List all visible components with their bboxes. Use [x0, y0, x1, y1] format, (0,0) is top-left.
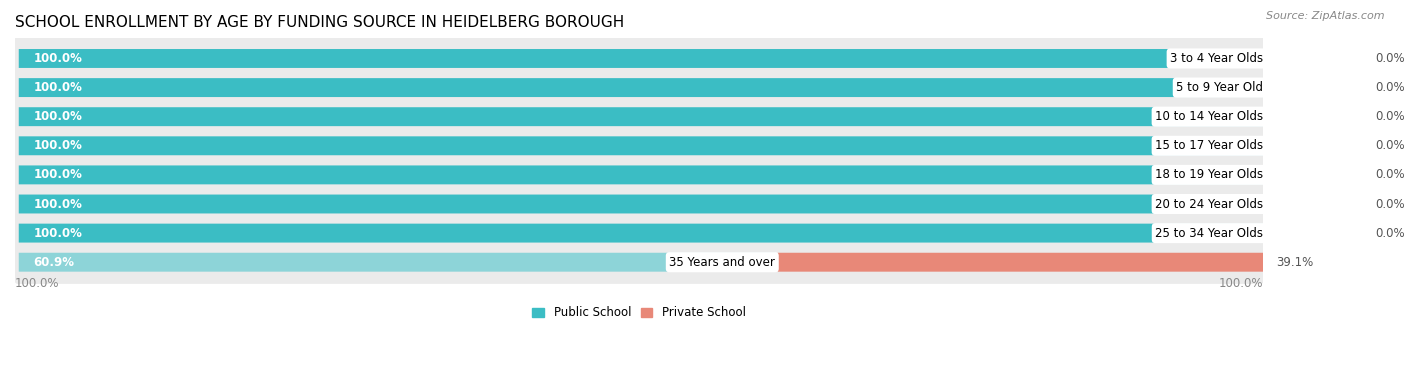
- FancyBboxPatch shape: [14, 241, 1264, 284]
- Legend: Public School, Private School: Public School, Private School: [527, 302, 751, 324]
- FancyBboxPatch shape: [18, 253, 775, 272]
- Text: 100.0%: 100.0%: [34, 169, 83, 181]
- Text: 100.0%: 100.0%: [34, 227, 83, 240]
- Text: 100.0%: 100.0%: [34, 81, 83, 94]
- Text: 0.0%: 0.0%: [1375, 198, 1405, 210]
- Text: 3 to 4 Year Olds: 3 to 4 Year Olds: [1170, 52, 1264, 65]
- Text: 100.0%: 100.0%: [15, 277, 59, 290]
- FancyBboxPatch shape: [14, 182, 1264, 226]
- FancyBboxPatch shape: [1265, 224, 1364, 242]
- FancyBboxPatch shape: [14, 124, 1264, 167]
- Text: 0.0%: 0.0%: [1375, 169, 1405, 181]
- Text: 25 to 34 Year Olds: 25 to 34 Year Olds: [1156, 227, 1264, 240]
- FancyBboxPatch shape: [1265, 78, 1364, 97]
- FancyBboxPatch shape: [18, 107, 1264, 126]
- FancyBboxPatch shape: [18, 195, 1264, 213]
- Text: 0.0%: 0.0%: [1375, 110, 1405, 123]
- Text: 60.9%: 60.9%: [34, 256, 75, 269]
- Text: 100.0%: 100.0%: [34, 52, 83, 65]
- Text: 0.0%: 0.0%: [1375, 81, 1405, 94]
- FancyBboxPatch shape: [778, 253, 1264, 272]
- Text: 100.0%: 100.0%: [34, 139, 83, 152]
- FancyBboxPatch shape: [18, 78, 1264, 97]
- FancyBboxPatch shape: [14, 211, 1264, 255]
- FancyBboxPatch shape: [1265, 136, 1364, 155]
- Text: 0.0%: 0.0%: [1375, 139, 1405, 152]
- Text: 15 to 17 Year Olds: 15 to 17 Year Olds: [1156, 139, 1264, 152]
- Text: SCHOOL ENROLLMENT BY AGE BY FUNDING SOURCE IN HEIDELBERG BOROUGH: SCHOOL ENROLLMENT BY AGE BY FUNDING SOUR…: [15, 15, 624, 30]
- FancyBboxPatch shape: [14, 37, 1264, 80]
- FancyBboxPatch shape: [1265, 49, 1364, 68]
- Text: 0.0%: 0.0%: [1375, 52, 1405, 65]
- Text: 18 to 19 Year Olds: 18 to 19 Year Olds: [1156, 169, 1264, 181]
- Text: 39.1%: 39.1%: [1275, 256, 1313, 269]
- Text: Source: ZipAtlas.com: Source: ZipAtlas.com: [1267, 11, 1385, 21]
- FancyBboxPatch shape: [1265, 107, 1364, 126]
- Text: 100.0%: 100.0%: [1219, 277, 1264, 290]
- Text: 100.0%: 100.0%: [34, 198, 83, 210]
- Text: 10 to 14 Year Olds: 10 to 14 Year Olds: [1156, 110, 1264, 123]
- FancyBboxPatch shape: [18, 136, 1264, 155]
- Text: 20 to 24 Year Olds: 20 to 24 Year Olds: [1156, 198, 1264, 210]
- FancyBboxPatch shape: [18, 49, 1264, 68]
- FancyBboxPatch shape: [18, 224, 1264, 242]
- FancyBboxPatch shape: [1265, 166, 1364, 184]
- FancyBboxPatch shape: [14, 95, 1264, 138]
- Text: 35 Years and over: 35 Years and over: [669, 256, 775, 269]
- FancyBboxPatch shape: [18, 166, 1264, 184]
- FancyBboxPatch shape: [14, 153, 1264, 196]
- Text: 0.0%: 0.0%: [1375, 227, 1405, 240]
- FancyBboxPatch shape: [14, 66, 1264, 109]
- Text: 5 to 9 Year Old: 5 to 9 Year Old: [1177, 81, 1264, 94]
- FancyBboxPatch shape: [1265, 195, 1364, 213]
- Text: 100.0%: 100.0%: [34, 110, 83, 123]
